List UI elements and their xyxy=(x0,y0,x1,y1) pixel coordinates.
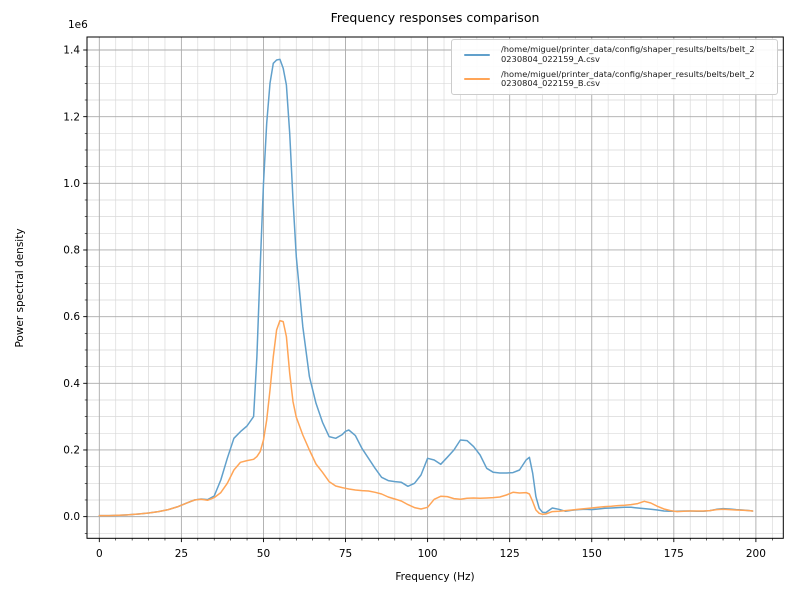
x-tick-label: 25 xyxy=(175,548,188,560)
x-tick-label: 75 xyxy=(339,548,352,560)
series-line-b xyxy=(98,319,754,517)
y-axis-offset-text: 1e6 xyxy=(68,19,88,31)
x-tick-label: 200 xyxy=(746,548,766,560)
y-tick-label: 0.0 xyxy=(63,511,80,523)
y-tick-label: 1.2 xyxy=(63,111,80,123)
x-tick-label: 150 xyxy=(582,548,602,560)
x-tick-label: 50 xyxy=(257,548,270,560)
chart-title: Frequency responses comparison xyxy=(330,10,540,25)
y-tick-label: 1.0 xyxy=(63,178,80,190)
x-tick-label: 175 xyxy=(664,548,684,560)
y-tick-label: 0.2 xyxy=(63,445,80,457)
legend-label-b: /home/miguel/printer_data/config/shaper_… xyxy=(501,68,755,89)
y-tick-label: 0.4 xyxy=(63,378,80,390)
y-tick-label: 1.4 xyxy=(63,45,80,57)
legend-entry-b: /home/miguel/printer_data/config/shaper_… xyxy=(464,68,771,90)
x-axis-label: Frequency (Hz) xyxy=(395,571,475,583)
x-tick-label: 125 xyxy=(500,548,520,560)
y-tick-label: 0.8 xyxy=(63,245,80,257)
legend-line-swatch-b xyxy=(464,78,490,81)
y-axis-label: Power spectral density xyxy=(14,228,26,348)
x-tick-label: 0 xyxy=(96,548,103,560)
legend-label-a: /home/miguel/printer_data/config/shaper_… xyxy=(501,44,755,64)
legend: /home/miguel/printer_data/config/shaper_… xyxy=(451,39,778,96)
axes-spines xyxy=(86,36,784,539)
series-line-a xyxy=(98,58,754,517)
legend-entry-a: /home/miguel/printer_data/config/shaper_… xyxy=(464,44,771,65)
legend-line-swatch-a xyxy=(464,53,490,56)
x-tick-label: 100 xyxy=(418,548,438,560)
y-tick-label: 0.6 xyxy=(63,311,80,323)
